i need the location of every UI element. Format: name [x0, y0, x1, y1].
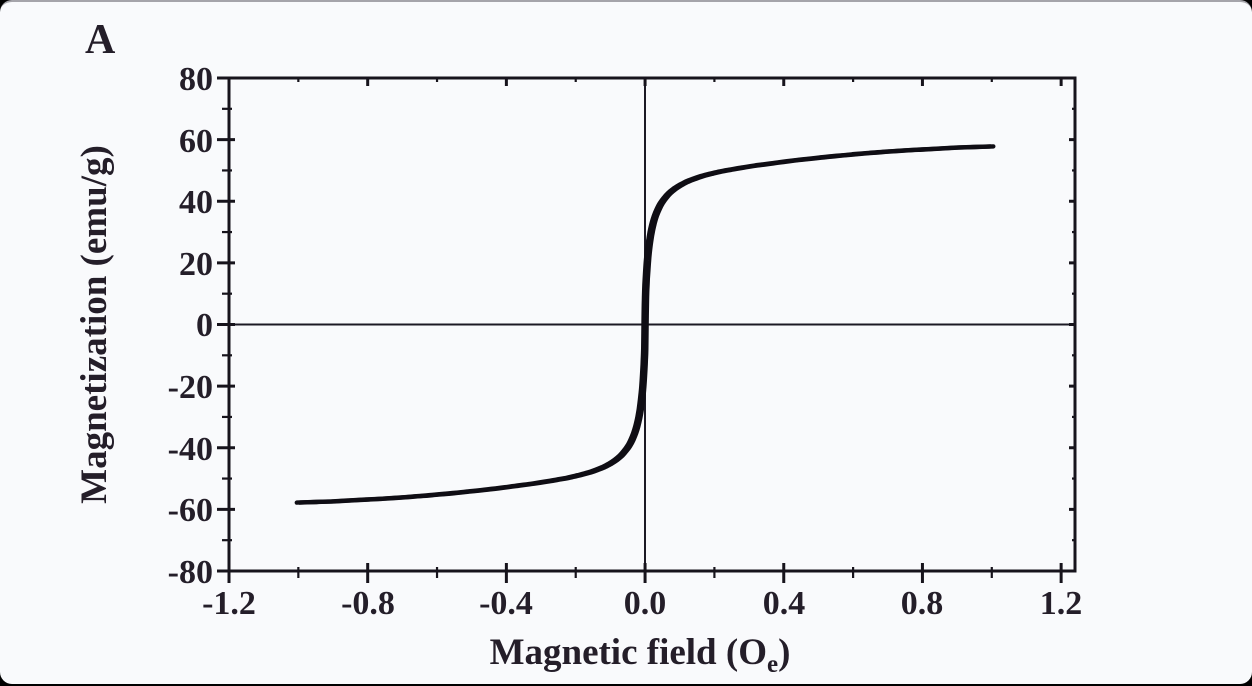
y-tick-label: -40 — [168, 431, 213, 468]
y-tick-label: -80 — [168, 554, 213, 591]
x-tick-label: -0.4 — [479, 585, 533, 622]
y-tick-label: 60 — [179, 123, 213, 160]
x-tick-label: 1.2 — [1040, 585, 1083, 622]
y-tick-label: 0 — [196, 307, 213, 344]
x-tick-label: -0.8 — [341, 585, 395, 622]
y-axis-title: Magnetization (emu/g) — [74, 145, 115, 504]
y-tick-label: -20 — [168, 369, 213, 406]
x-tick-label: 0.4 — [763, 585, 806, 622]
y-tick-label: 80 — [179, 61, 213, 98]
y-tick-label: 20 — [179, 246, 213, 283]
y-tick-label: 40 — [179, 184, 213, 221]
x-axis-title-close: ) — [778, 632, 790, 673]
x-axis-title-main: Magnetic field (O — [490, 632, 767, 673]
x-axis-title-subscript: e — [767, 651, 778, 678]
panel-label: A — [85, 17, 116, 63]
x-tick-labels: -1.2 -0.8 -0.4 0.0 0.4 0.8 1.2 — [202, 585, 1082, 622]
y-tick-labels: 80 60 40 20 0 -20 -40 -60 -80 — [168, 61, 213, 591]
x-tick-label: 0.8 — [901, 585, 944, 622]
x-axis-title: Magnetic field (Oe) — [490, 632, 791, 678]
x-tick-label: 0.0 — [624, 585, 667, 622]
y-tick-label: -60 — [168, 492, 213, 529]
